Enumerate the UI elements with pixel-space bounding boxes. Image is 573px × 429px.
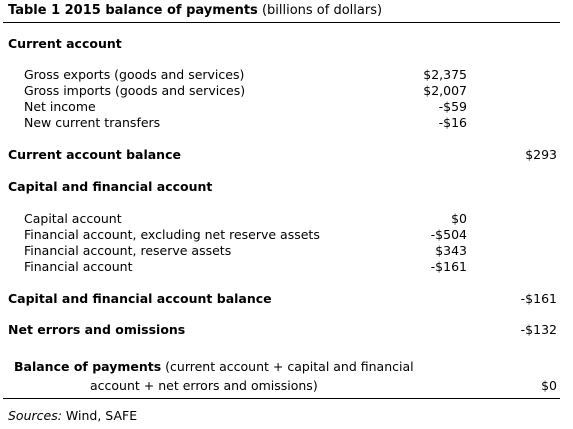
section-heading-current-account: Current account <box>8 36 122 51</box>
row-label-financial-excl-reserve: Financial account, excluding net reserve… <box>24 227 320 242</box>
sources-text: Wind, SAFE <box>65 408 138 423</box>
table-title-unit: (billions of dollars) <box>261 3 383 18</box>
capital-financial-balance-value: -$161 <box>520 291 557 306</box>
capital-financial-balance-label: Capital and financial account balance <box>8 291 272 306</box>
section-heading-capital-financial: Capital and financial account <box>8 179 213 194</box>
bottom-rule <box>3 398 560 399</box>
row-label-financial-reserve: Financial account, reserve assets <box>24 243 232 258</box>
net-errors-value: -$132 <box>520 322 557 337</box>
row-value-gross-exports: $2,375 <box>423 67 467 82</box>
row-label-capital-account: Capital account <box>24 211 122 226</box>
row-value-net-income: -$59 <box>438 99 467 114</box>
sources-note: Sources: Wind, SAFE <box>8 408 137 424</box>
current-account-balance-value: $293 <box>525 147 557 162</box>
row-label-gross-exports: Gross exports (goods and services) <box>24 67 245 82</box>
row-label-financial-account: Financial account <box>24 259 133 274</box>
bop-label-rest-2: account + net errors and omissions) <box>90 378 318 393</box>
row-value-current-transfers: -$16 <box>438 115 467 130</box>
row-value-capital-account: $0 <box>451 211 467 226</box>
bop-label-line1: Balance of payments (current account + c… <box>14 359 414 375</box>
bop-label-bold: Balance of payments <box>14 359 162 374</box>
row-label-gross-imports: Gross imports (goods and services) <box>24 83 246 98</box>
row-value-financial-account: -$161 <box>430 259 467 274</box>
current-account-balance-label: Current account balance <box>8 147 181 162</box>
net-errors-label: Net errors and omissions <box>8 322 186 337</box>
sources-prefix: Sources: <box>8 408 62 423</box>
row-value-gross-imports: $2,007 <box>423 83 467 98</box>
bop-value: $0 <box>541 378 557 393</box>
table-title: Table 1 2015 balance of payments (billio… <box>8 3 382 19</box>
row-value-financial-reserve: $343 <box>435 243 467 258</box>
title-rule <box>3 22 560 23</box>
row-label-current-transfers: New current transfers <box>24 115 161 130</box>
row-label-net-income: Net income <box>24 99 96 114</box>
row-value-financial-excl-reserve: -$504 <box>430 227 467 242</box>
table-title-bold: Table 1 2015 balance of payments <box>8 3 258 18</box>
bop-label-rest-1: (current account + capital and financial <box>165 359 414 374</box>
